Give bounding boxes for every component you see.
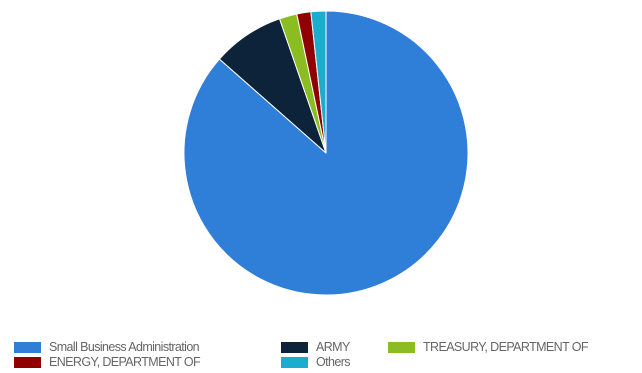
legend-label: TREASURY, DEPARTMENT OF [423, 340, 589, 354]
legend-item-army[interactable]: ARMY [281, 340, 350, 354]
legend-item-small-business-administration[interactable]: Small Business Administration [14, 340, 200, 354]
legend-item-energy[interactable]: ENERGY, DEPARTMENT OF [14, 355, 201, 369]
legend-swatch [14, 356, 41, 368]
legend-item-treasury[interactable]: TREASURY, DEPARTMENT OF [388, 340, 589, 354]
legend-swatch [281, 341, 308, 353]
legend-label: ARMY [316, 340, 350, 354]
legend-item-others[interactable]: Others [281, 355, 351, 369]
legend-swatch [14, 341, 41, 353]
legend-label: ENERGY, DEPARTMENT OF [49, 355, 201, 369]
pie-slice-others[interactable] [310, 10, 327, 154]
legend-swatch [281, 356, 308, 368]
legend-swatch [388, 341, 415, 353]
pie-plot-area [183, 10, 469, 296]
legend-label: Small Business Administration [49, 340, 200, 354]
legend-label: Others [316, 355, 351, 369]
